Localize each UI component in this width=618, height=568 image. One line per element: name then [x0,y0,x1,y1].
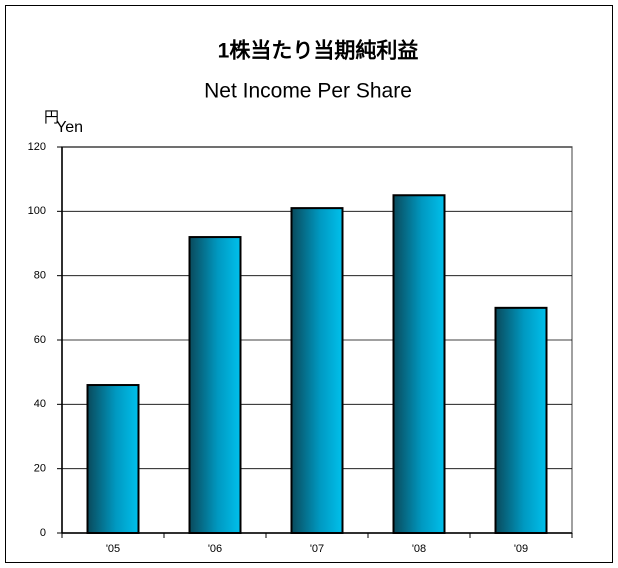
bar [392,194,446,534]
y-tick-label: 0 [40,527,46,539]
y-tick-label: 60 [34,334,46,346]
bar [86,384,140,534]
x-tick-label: '06 [208,543,222,555]
x-tick-label: '08 [412,543,426,555]
x-tick-label: '07 [310,543,324,555]
y-tick-label: 20 [34,463,46,475]
chart-subtitle: Net Income Per Share [204,80,412,103]
chart-title: 1株当たり当期純利益 [218,39,419,63]
y-tick-label: 40 [34,398,46,410]
x-tick-label: '09 [514,543,528,555]
y-unit-en: Yen [56,119,83,136]
bar [188,236,242,534]
y-tick-label: 100 [28,205,46,217]
y-tick-label: 120 [28,141,46,153]
y-tick-label: 80 [34,270,46,282]
y-unit-ja: 円 [44,109,59,126]
bar [494,306,548,535]
x-tick-label: '05 [106,543,120,555]
bar [290,207,344,534]
